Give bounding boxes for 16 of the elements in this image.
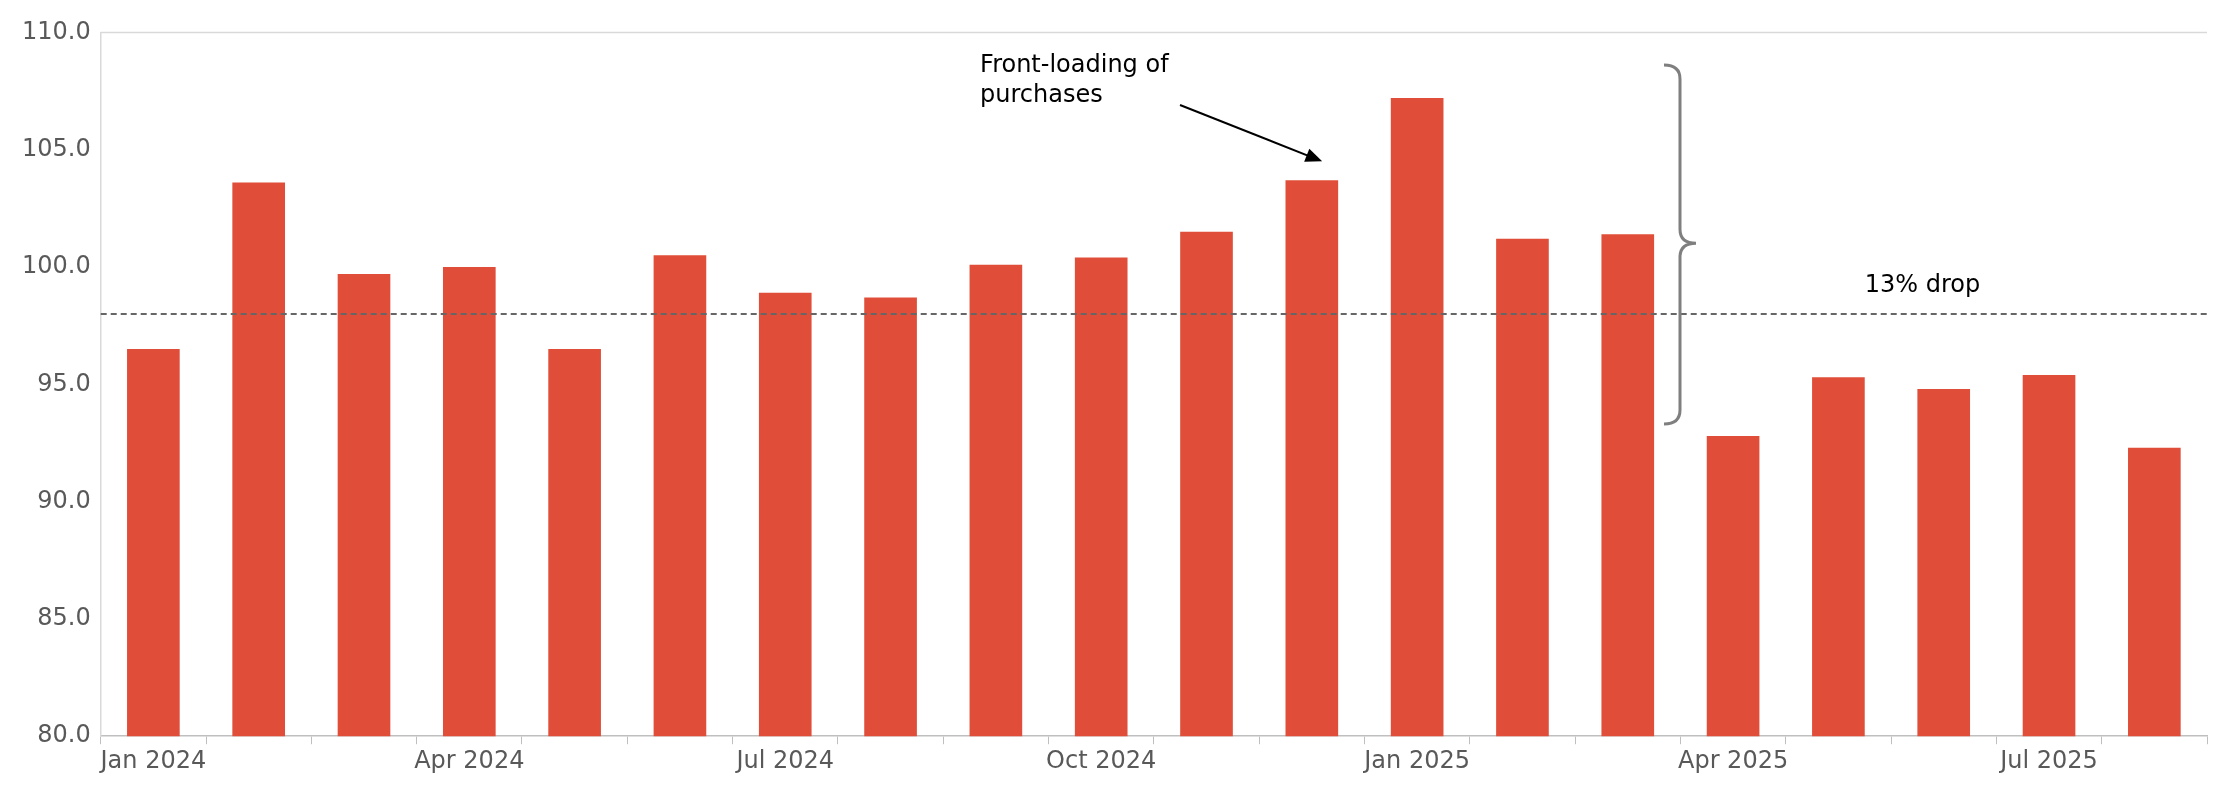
- x-tick-label: Jan 2025: [1362, 745, 1470, 774]
- x-tick-label: Apr 2025: [1677, 745, 1789, 774]
- x-tick-label: Oct 2024: [1046, 745, 1157, 774]
- annotation: Front-loading of purchases: [980, 48, 1171, 109]
- y-tick-label: 85.0: [37, 603, 91, 632]
- y-tick-label: 100.0: [21, 251, 91, 280]
- y-tick-label: 90.0: [37, 485, 91, 514]
- annotation: 13% drop: [1864, 269, 1982, 300]
- y-tick-label: 105.0: [21, 133, 91, 162]
- x-tick-label: Jan 2024: [98, 745, 207, 774]
- y-tick-label: 80.0: [37, 720, 91, 749]
- y-tick-label: 95.0: [37, 368, 91, 397]
- x-tick-label: Jul 2025: [1998, 745, 2098, 774]
- x-tick-label: Jul 2024: [734, 745, 835, 774]
- y-tick-label: 110.0: [21, 16, 91, 45]
- x-tick-label: Apr 2024: [414, 745, 525, 774]
